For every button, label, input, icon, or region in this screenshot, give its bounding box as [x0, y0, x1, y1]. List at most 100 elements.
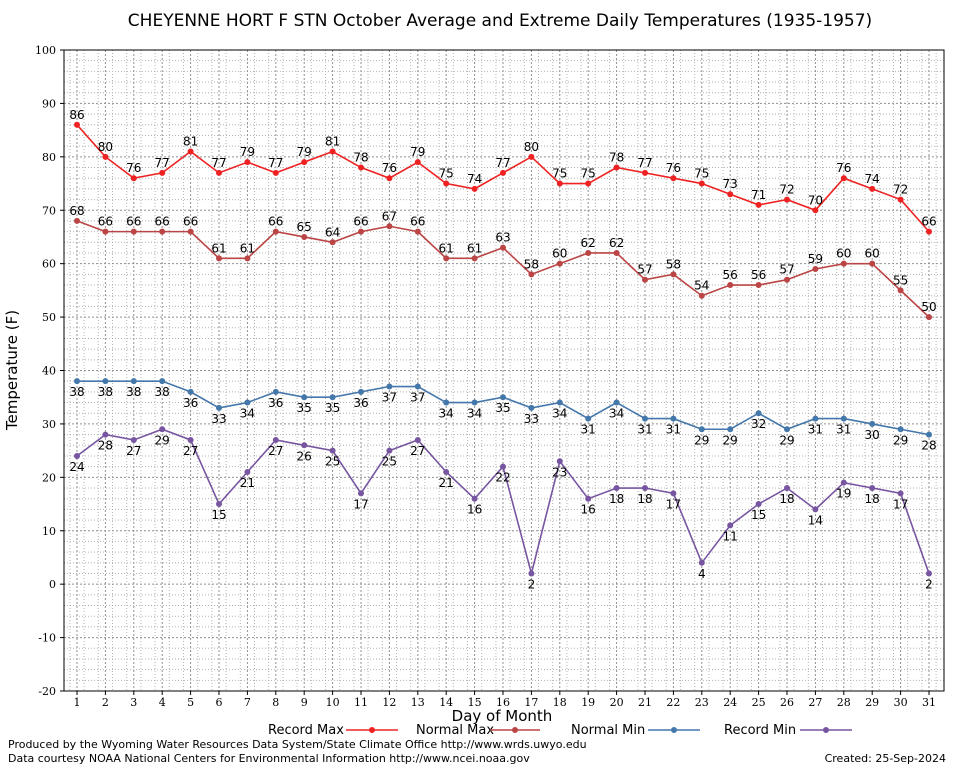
data-point-record-max	[443, 180, 450, 187]
data-label-record-min: 24	[69, 460, 84, 474]
data-label-normal-max: 66	[126, 215, 141, 229]
data-point-normal-max	[784, 276, 790, 283]
data-label-record-max: 75	[581, 167, 596, 181]
data-label-record-max: 77	[155, 156, 170, 170]
legend-swatch-marker-record-max	[369, 727, 375, 733]
data-label-normal-min: 36	[268, 396, 283, 410]
data-point-normal-max	[556, 260, 563, 267]
data-point-normal-max	[329, 239, 336, 246]
data-label-record-max: 77	[268, 156, 283, 170]
y-tick-label: 0	[49, 578, 56, 591]
data-label-normal-min: 28	[921, 439, 936, 453]
y-tick-label: 10	[42, 525, 56, 538]
data-point-record-min	[613, 485, 620, 492]
data-label-record-min: 26	[297, 449, 312, 463]
major-grid	[64, 49, 944, 692]
x-tick-label: 17	[524, 696, 538, 709]
data-label-normal-min: 38	[98, 385, 113, 399]
data-point-normal-min	[556, 399, 563, 406]
data-point-normal-max	[812, 266, 819, 273]
data-label-normal-max: 54	[694, 279, 709, 293]
data-point-normal-max	[642, 276, 648, 283]
data-label-record-min: 17	[353, 497, 368, 511]
data-label-record-max: 80	[524, 140, 539, 154]
data-point-normal-max	[500, 244, 506, 251]
x-tick-label: 24	[723, 696, 737, 709]
x-tick-label: 3	[130, 696, 137, 709]
data-point-record-max	[784, 196, 790, 203]
data-label-record-max: 75	[439, 167, 454, 181]
data-label-record-max: 76	[666, 161, 681, 175]
data-point-record-min	[670, 490, 677, 497]
data-point-normal-max	[272, 228, 279, 235]
data-label-normal-min: 37	[382, 391, 397, 405]
data-point-normal-max	[159, 228, 166, 235]
data-label-normal-max: 61	[439, 241, 454, 255]
data-label-record-min: 21	[439, 476, 454, 490]
data-label-record-min: 27	[410, 444, 425, 458]
data-label-record-max: 75	[694, 167, 709, 181]
data-point-normal-max	[897, 287, 904, 294]
data-label-record-max: 79	[297, 145, 312, 159]
y-tick-label: 100	[35, 44, 56, 57]
x-tick-label: 22	[666, 696, 680, 709]
x-tick-label: 13	[411, 696, 425, 709]
data-label-normal-min: 34	[609, 407, 624, 421]
x-tick-label: 23	[695, 696, 709, 709]
data-label-normal-min: 30	[865, 428, 880, 442]
legend-swatch-marker-normal-min	[671, 727, 677, 733]
y-tick-label: -20	[38, 685, 56, 698]
y-tick-label: 80	[42, 151, 56, 164]
data-label-record-min: 29	[155, 433, 170, 447]
data-point-record-min	[187, 436, 194, 443]
data-point-normal-max	[443, 255, 450, 262]
data-label-record-min: 18	[637, 492, 652, 506]
y-tick-label: 60	[42, 258, 56, 271]
data-label-record-min: 25	[325, 455, 340, 469]
data-label-record-max: 79	[240, 145, 255, 159]
data-point-normal-min	[443, 399, 450, 406]
data-label-normal-min: 34	[439, 407, 454, 421]
data-point-normal-max	[755, 282, 762, 289]
data-point-record-min	[755, 501, 762, 508]
x-tick-label: 6	[216, 696, 223, 709]
data-label-record-max: 76	[836, 161, 851, 175]
data-label-record-min: 18	[865, 492, 880, 506]
data-label-normal-min: 35	[495, 401, 510, 415]
data-point-normal-min	[159, 378, 166, 385]
data-label-normal-max: 56	[723, 268, 738, 282]
x-axis: 1 2 3 4 5 6 7 8 9 10 11 12 13 14 15 16 17 18 19 20 21 22 23 24 2…	[74, 691, 936, 709]
data-point-record-max	[386, 175, 393, 182]
data-point-normal-max	[698, 292, 705, 299]
data-label-normal-max: 58	[524, 257, 539, 271]
data-label-record-max: 86	[69, 108, 84, 122]
data-point-record-max	[670, 175, 677, 182]
data-point-normal-min	[642, 415, 648, 422]
series-normal-min: 38 38 38 38 36 33 34 36 35 35 36 37 37 34 34 35 33 34 31 34…	[69, 378, 937, 453]
data-label-record-max: 81	[325, 134, 340, 148]
data-point-normal-max	[386, 223, 393, 230]
data-label-normal-min: 29	[893, 433, 908, 447]
data-point-record-min	[698, 559, 705, 566]
data-point-normal-max	[244, 255, 251, 262]
data-label-record-max: 80	[98, 140, 113, 154]
data-point-record-max	[74, 121, 80, 128]
legend-item-normal-min: Normal Min	[571, 723, 700, 738]
data-point-record-max	[329, 148, 336, 155]
data-point-record-max	[500, 169, 506, 176]
x-tick-label: 16	[496, 696, 510, 709]
footer-credit-line2: Data courtesy NOAA National Centers for …	[8, 752, 530, 765]
data-point-normal-max	[926, 314, 932, 321]
data-label-normal-min: 35	[325, 401, 340, 415]
data-label-normal-min: 37	[410, 391, 425, 405]
x-tick-label: 12	[382, 696, 396, 709]
data-label-normal-max: 66	[183, 215, 198, 229]
y-tick-label: 90	[42, 97, 56, 110]
data-label-record-min: 14	[808, 513, 823, 527]
x-axis-label: Day of Month	[452, 707, 553, 725]
data-label-normal-max: 66	[268, 215, 283, 229]
data-point-normal-min	[102, 378, 109, 385]
series-record-max: 86 80 76 77 81 77 79 77 79 81 78 76 79 75 74 77 80 75 75 78…	[69, 108, 937, 235]
